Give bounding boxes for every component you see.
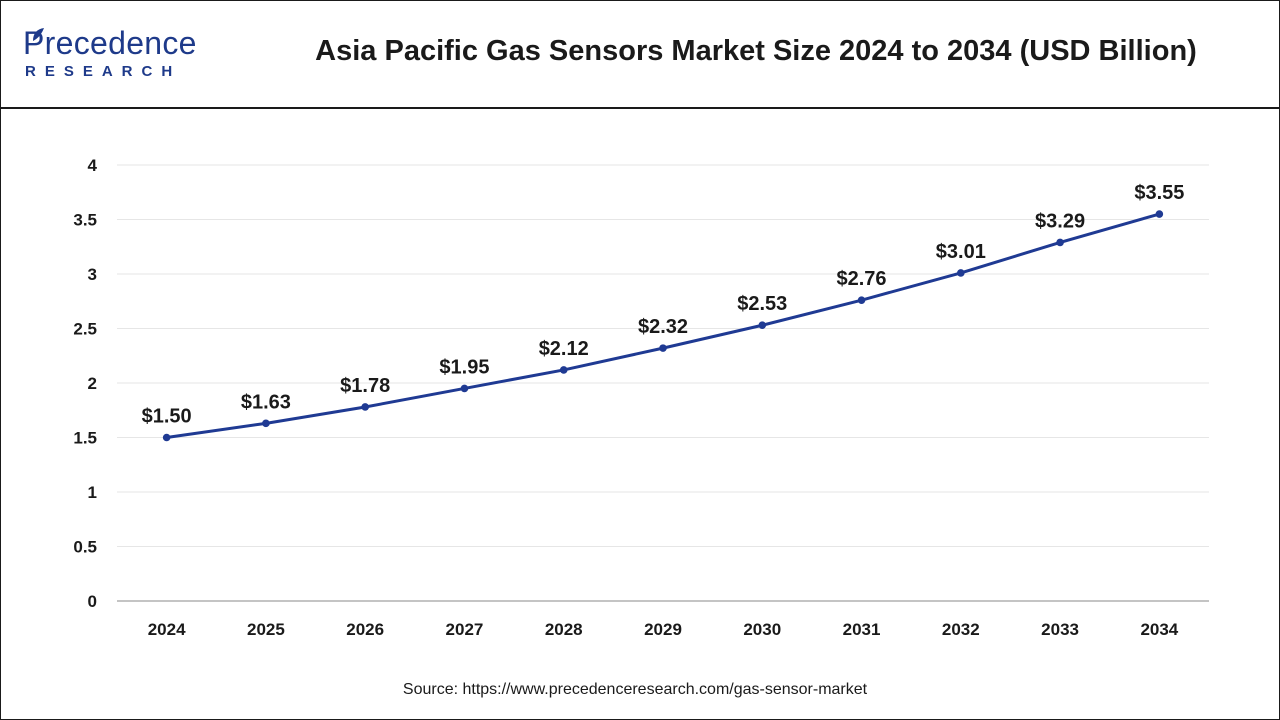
y-tick-label: 2.5: [73, 320, 97, 339]
data-point: [262, 419, 270, 428]
y-tick-label: 3.5: [73, 211, 97, 230]
x-tick-label: 2033: [1041, 620, 1079, 639]
y-tick-label: 3: [88, 265, 97, 284]
y-tick-label: 1.5: [73, 429, 97, 448]
data-label: $1.78: [340, 375, 390, 397]
x-tick-label: 2027: [446, 620, 484, 639]
data-label: $1.95: [439, 356, 489, 378]
data-point: [559, 366, 568, 374]
y-tick-label: 1: [88, 483, 97, 502]
logo-subtitle: RESEARCH: [25, 63, 182, 80]
data-label: $3.55: [1134, 182, 1184, 204]
data-label: $3.29: [1035, 210, 1085, 232]
x-tick-label: 2030: [743, 620, 781, 639]
x-tick-label: 2024: [148, 620, 186, 639]
leaf-icon: [33, 28, 44, 41]
x-tick-label: 2029: [644, 620, 682, 639]
x-tick-label: 2026: [346, 620, 384, 639]
y-tick-label: 0: [88, 592, 97, 611]
data-label: $2.32: [638, 316, 688, 338]
data-point: [361, 403, 369, 411]
data-label: $3.01: [936, 241, 986, 263]
y-tick-label: 4: [88, 156, 98, 175]
data-point: [162, 433, 171, 442]
y-tick-label: 0.5: [73, 538, 97, 557]
data-point: [957, 269, 965, 277]
header: Precedence RESEARCH Asia Pacific Gas Sen…: [1, 1, 1279, 109]
data-label: $2.12: [539, 338, 589, 360]
chart-title: Asia Pacific Gas Sensors Market Size 202…: [315, 35, 1197, 67]
data-point: [1056, 238, 1064, 247]
x-tick-label: 2034: [1140, 620, 1178, 639]
data-label: $2.76: [837, 268, 887, 290]
data-label: $1.50: [142, 406, 192, 428]
data-point: [758, 321, 767, 330]
x-tick-label: 2028: [545, 620, 583, 639]
data-point: [659, 344, 667, 352]
x-tick-label: 2031: [843, 620, 881, 639]
data-label: $2.53: [737, 293, 787, 315]
x-tick-label: 2032: [942, 620, 980, 639]
source-note: Source: https://www.precedenceresearch.c…: [402, 681, 868, 698]
data-point: [857, 296, 866, 304]
brand-logo: Precedence RESEARCH: [23, 25, 223, 85]
x-tick-label: 2025: [247, 620, 285, 639]
line-chart: 0 0.5 1 1.5 2 2.5 3 3.5 4 2024 2025 2026 2027 2028 202…: [73, 156, 1209, 639]
data-point: [1155, 210, 1164, 218]
data-point: [460, 384, 469, 393]
data-label: $1.63: [241, 391, 291, 413]
y-tick-label: 2: [88, 374, 97, 393]
logo-wordmark: Precedence: [23, 25, 197, 61]
